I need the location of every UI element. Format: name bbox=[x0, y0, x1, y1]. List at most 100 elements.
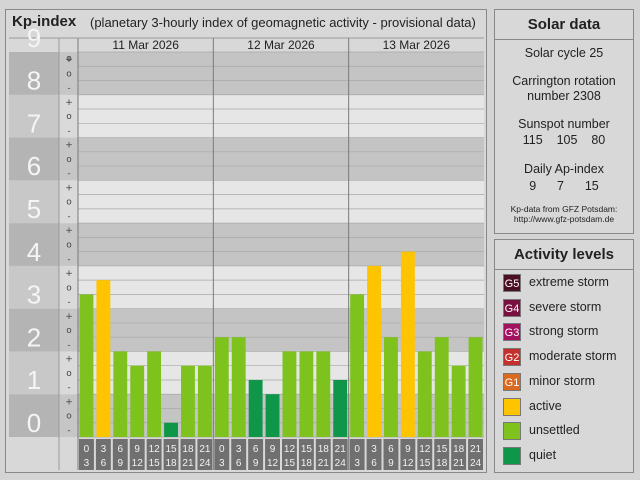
interval-end-label: 3 bbox=[84, 458, 90, 469]
interval-cell bbox=[95, 439, 111, 470]
interval-cell bbox=[79, 439, 94, 470]
interval-cell bbox=[451, 439, 467, 470]
interval-cell bbox=[129, 439, 145, 470]
interval-start-label: 15 bbox=[301, 444, 313, 455]
y-tick-label: 8 bbox=[27, 66, 41, 96]
plot-band bbox=[78, 223, 484, 266]
plot-band bbox=[78, 265, 484, 309]
y-tick-label: 3 bbox=[27, 280, 41, 310]
kp-bar bbox=[384, 337, 398, 437]
interval-end-label: 6 bbox=[371, 458, 377, 469]
interval-end-label: 3 bbox=[219, 458, 225, 469]
legend-swatch: G5 bbox=[503, 274, 521, 292]
y-tick-label: 7 bbox=[27, 108, 41, 138]
plot-band bbox=[78, 308, 484, 352]
interval-cell bbox=[146, 439, 162, 470]
sub-band bbox=[59, 223, 78, 266]
interval-end-label: 9 bbox=[253, 458, 259, 469]
kp-bar bbox=[417, 351, 432, 437]
interval-start-label: 21 bbox=[199, 444, 211, 455]
interval-cell bbox=[349, 439, 365, 470]
legend-label: unsettled bbox=[529, 423, 580, 438]
minor-tick-label: - bbox=[67, 255, 70, 265]
y-band bbox=[9, 52, 59, 95]
interval-start-label: 0 bbox=[84, 444, 90, 455]
minor-tick-label: + bbox=[65, 269, 73, 279]
sub-band bbox=[59, 394, 78, 437]
interval-start-label: 3 bbox=[101, 444, 107, 455]
plot-band bbox=[78, 52, 484, 95]
sub-band bbox=[59, 265, 78, 309]
source-url[interactable]: http://www.gfz-potsdam.de bbox=[513, 214, 615, 224]
interval-cell bbox=[383, 439, 399, 470]
y-tick-label: 5 bbox=[27, 194, 41, 224]
sub-band bbox=[59, 308, 78, 352]
minor-tick-label: o bbox=[66, 369, 72, 379]
interval-end-label: 9 bbox=[118, 458, 124, 469]
interval-start-label: 18 bbox=[318, 444, 330, 455]
day-label: 11 Mar 2026 bbox=[112, 38, 179, 52]
y-tick-label: 6 bbox=[27, 151, 41, 181]
minor-tick-label: + bbox=[65, 312, 73, 322]
interval-end-label: 3 bbox=[354, 458, 360, 469]
interval-start-label: 21 bbox=[335, 444, 347, 455]
minor-tick-label: o bbox=[66, 326, 72, 336]
interval-start-label: 12 bbox=[284, 444, 296, 455]
legend-label: active bbox=[529, 398, 562, 413]
minor-tick-label: + bbox=[65, 55, 73, 65]
sub-band bbox=[59, 94, 78, 138]
interval-end-label: 24 bbox=[199, 458, 211, 469]
solar-title-divider bbox=[495, 39, 633, 40]
solar-data-panel: Solar data Solar cycle 25 Carrington rot… bbox=[494, 9, 634, 234]
y-band bbox=[9, 223, 59, 266]
interval-end-label: 18 bbox=[165, 458, 177, 469]
y-band bbox=[9, 351, 59, 395]
interval-cell bbox=[400, 439, 416, 470]
interval-end-label: 15 bbox=[419, 458, 431, 469]
interval-start-label: 21 bbox=[470, 444, 482, 455]
kp-bar bbox=[333, 379, 348, 437]
y-tick-label: 1 bbox=[27, 365, 41, 395]
interval-end-label: 21 bbox=[182, 458, 194, 469]
legend-label: severe storm bbox=[529, 299, 602, 314]
kp-bar bbox=[367, 265, 381, 437]
chart-title: Kp-index bbox=[12, 13, 77, 30]
source-label: Kp-data from GFZ Potsdam: bbox=[510, 204, 618, 214]
minor-tick-label: + bbox=[65, 397, 73, 407]
minor-tick-label: o bbox=[66, 198, 72, 208]
interval-start-label: 9 bbox=[134, 444, 140, 455]
interval-start-label: 0 bbox=[219, 444, 225, 455]
plot-band bbox=[78, 351, 484, 395]
sub-band bbox=[59, 180, 78, 224]
kp-bar bbox=[350, 294, 365, 437]
minor-tick-label: + bbox=[65, 183, 73, 193]
interval-end-label: 15 bbox=[284, 458, 296, 469]
y-tick-label: 4 bbox=[27, 237, 41, 267]
sub-band bbox=[59, 52, 78, 95]
plot-band bbox=[78, 394, 484, 437]
ap-label: Daily Ap-index bbox=[524, 162, 604, 176]
chart-subtitle: (planetary 3-hourly index of geomagnetic… bbox=[90, 15, 476, 30]
interval-start-label: 6 bbox=[388, 444, 394, 455]
interval-end-label: 12 bbox=[267, 458, 279, 469]
kp-bar bbox=[468, 337, 483, 437]
interval-end-label: 18 bbox=[301, 458, 313, 469]
kp-bar bbox=[79, 294, 94, 437]
minor-tick-label: + bbox=[65, 98, 73, 108]
y-band bbox=[9, 308, 59, 352]
kp-bar bbox=[231, 337, 246, 437]
interval-cell bbox=[112, 439, 128, 470]
kp-bar bbox=[113, 351, 128, 437]
interval-cell bbox=[332, 439, 348, 470]
interval-end-label: 9 bbox=[388, 458, 394, 469]
y-band bbox=[9, 137, 59, 181]
interval-cell bbox=[214, 439, 230, 470]
sub-band bbox=[59, 351, 78, 395]
interval-start-label: 9 bbox=[270, 444, 276, 455]
kp-bar bbox=[164, 422, 178, 437]
activity-levels-panel: Activity levels G5 extreme storm G4 severe … bbox=[494, 239, 634, 473]
y-tick-label: 2 bbox=[27, 322, 41, 352]
plot-band bbox=[78, 94, 484, 138]
plot-band bbox=[78, 180, 484, 224]
kp-bar bbox=[265, 394, 280, 437]
